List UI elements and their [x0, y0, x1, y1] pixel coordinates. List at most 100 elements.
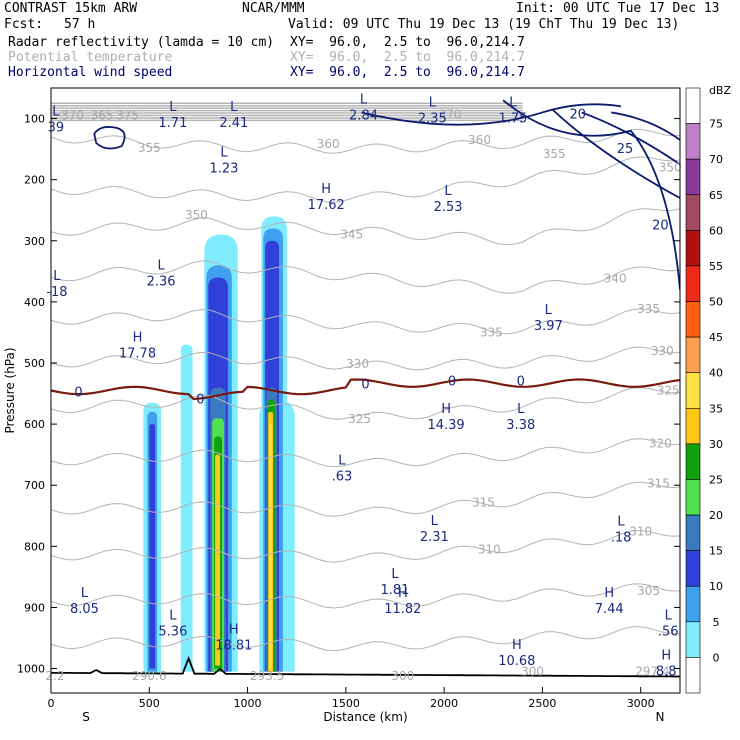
y-tick-label: 600	[24, 418, 45, 431]
colorbar-label: 10	[709, 580, 723, 593]
theta-label: 335	[637, 302, 660, 316]
extremum-value: 2.84	[349, 108, 378, 123]
x-tick-label: 3000	[627, 697, 655, 710]
theta-contour	[51, 481, 680, 517]
field-theta: Potential temperature	[8, 50, 173, 65]
colorbar-label: 30	[709, 438, 723, 451]
theta-label: 310	[629, 525, 652, 539]
reflectivity-cell	[180, 344, 193, 672]
reflectivity-cell	[149, 424, 156, 669]
south-label: S	[82, 710, 90, 724]
terrain-contour	[51, 655, 680, 678]
theta-contours	[51, 102, 680, 652]
colorbar-label: 15	[709, 545, 723, 558]
colorbar-label: 5	[713, 616, 720, 629]
freezing-label: 0	[361, 377, 369, 392]
model-title: CONTRAST 15km ARW	[4, 1, 138, 16]
center-label: NCAR/MMM	[242, 1, 305, 16]
extremum-kind: L	[360, 92, 368, 107]
theta-label: 370	[61, 109, 84, 123]
colorbar-label: 70	[709, 153, 723, 166]
colorbar-label: 65	[709, 189, 723, 202]
x-tick-label: 2500	[528, 697, 556, 710]
colorbar-swatch	[685, 158, 701, 196]
extremum-kind: L	[665, 609, 673, 624]
theta-contour	[51, 583, 680, 609]
colorbar-swatch	[685, 407, 701, 445]
colorbar-swatch	[685, 585, 701, 623]
wind-contour	[611, 111, 680, 141]
freezing-label: 0	[74, 385, 82, 400]
theta-label: 325	[657, 384, 680, 398]
extremum-value: 11.82	[384, 602, 421, 617]
colorbar-swatch	[685, 123, 701, 160]
extremum-value: .56	[658, 625, 679, 640]
colorbar-swatch	[685, 230, 701, 267]
colorbar-label: 45	[709, 331, 723, 344]
extremum-value: 2.31	[420, 530, 449, 545]
colorbar-label: 0	[713, 651, 720, 664]
colorbar-label: 25	[709, 473, 723, 486]
theta-contour	[51, 156, 680, 203]
field-theta-xy: XY= 96.0, 2.5 to 96.0,214.7	[290, 50, 525, 65]
theta-label: 297.4	[635, 665, 669, 679]
colorbar-swatch	[685, 87, 701, 124]
theta-label: 360	[317, 137, 340, 151]
theta-contour	[51, 387, 680, 420]
wind-contours	[93, 99, 680, 290]
colorbar-label: 40	[709, 367, 723, 380]
colorbar-swatch	[685, 336, 701, 374]
extremum-value: 2.35	[418, 111, 447, 126]
freezing-contour	[51, 378, 680, 401]
extremum-kind: H	[441, 402, 451, 417]
plot-frame	[50, 87, 681, 694]
extremum-kind: L	[391, 567, 399, 582]
extremum-kind: H	[321, 182, 331, 197]
extremum-kind: L	[429, 95, 437, 110]
theta-label: 360	[468, 133, 491, 147]
extremum-value: -18	[46, 285, 67, 300]
theta-label: 370	[439, 107, 462, 121]
extremum-value: 2.53	[434, 200, 463, 215]
valid-time: Valid: 09 UTC Thu 19 Dec 13 (19 ChT Thu …	[288, 17, 680, 32]
extremum-kind: H	[512, 638, 522, 653]
wind-contour	[581, 111, 680, 166]
extremum-kind: H	[604, 586, 614, 601]
extremum-kind: H	[229, 623, 239, 638]
extremum-kind: L	[220, 145, 228, 160]
extremum-kind: L	[157, 259, 165, 274]
theta-label: 350	[659, 160, 682, 174]
extremum-value: 5.36	[158, 625, 187, 640]
extremum-value: 17.62	[308, 198, 345, 213]
x-tick-label: 0	[48, 697, 55, 710]
colorbar-swatch	[685, 265, 701, 302]
extremum-value: 17.78	[119, 347, 156, 362]
theta-label: 315	[472, 495, 495, 509]
extremum-value: 1.75	[498, 111, 527, 126]
theta-label: 315	[647, 476, 670, 490]
extremum-kind: L	[431, 514, 439, 529]
colorbar-swatch	[685, 194, 701, 231]
contour-labels: 370 365 375 370 355 360 360 355 350 350 345 340 335 3…	[45, 92, 681, 683]
theta-label: 330	[346, 357, 369, 371]
theta-label: 330	[651, 344, 674, 358]
north-label: N	[656, 710, 665, 724]
freezing-label: 0	[448, 374, 456, 389]
freezing-label: 0	[517, 374, 525, 389]
y-tick-label: 200	[24, 174, 45, 187]
field-wind: Horizontal wind speed	[8, 65, 173, 80]
theta-contour	[51, 529, 680, 563]
x-tick-label: 500	[139, 697, 160, 710]
extremum-kind: L	[444, 184, 452, 199]
extremum-kind: L	[169, 609, 177, 624]
theta-label: 355	[138, 141, 161, 155]
colorbar-swatch	[685, 514, 701, 551]
init-time: Init: 00 UTC Tue 17 Dec 13	[516, 1, 720, 16]
terrain-line	[51, 655, 680, 678]
colorbar-swatch	[685, 657, 701, 694]
extremum-value: 14.39	[427, 418, 464, 433]
x-axis-title: Distance (km)	[323, 710, 407, 724]
wind-label: 20	[570, 107, 587, 122]
extremum-value: 1.81	[381, 583, 410, 598]
